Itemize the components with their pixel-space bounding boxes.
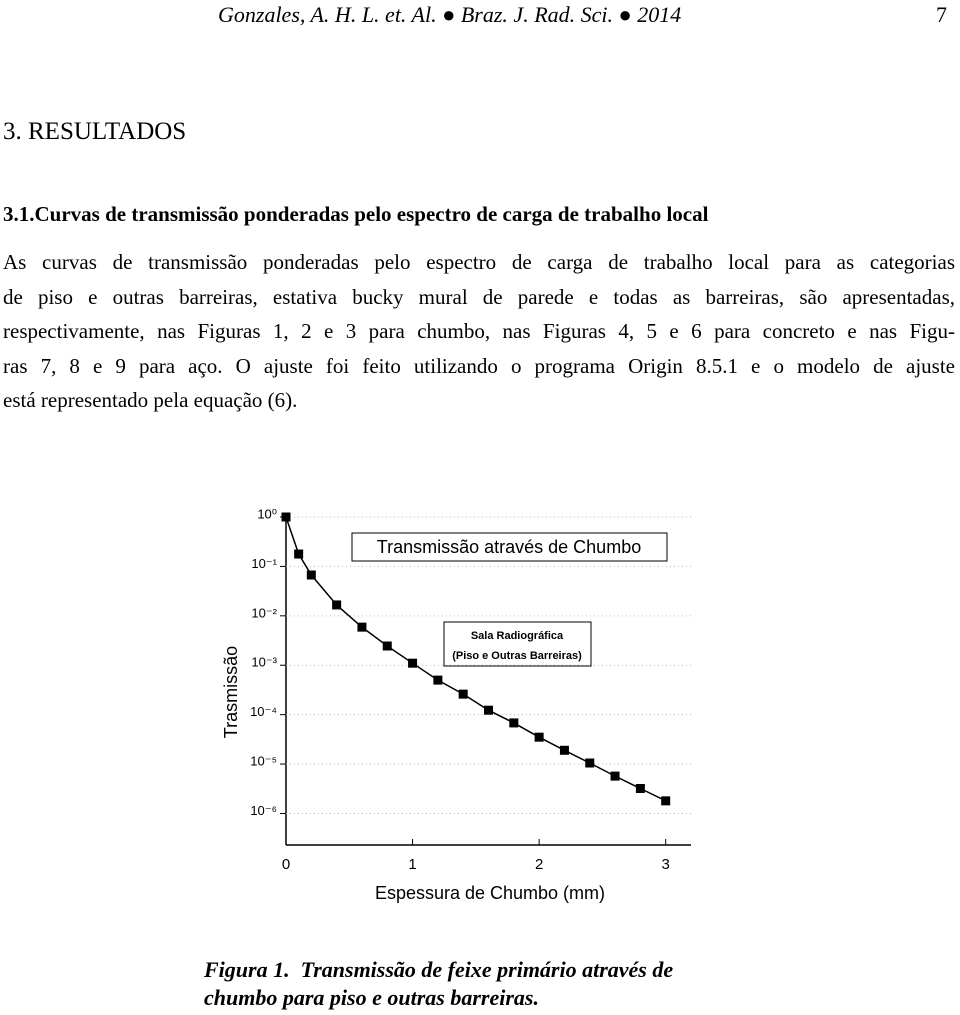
chart: 10⁰ 10⁻¹ 10⁻² 10⁻³ 10⁻⁴ 10⁻⁵ 10⁻⁶ 0 1 2 3 Espessura… xyxy=(221,506,691,903)
paragraph-line: As curvas de transmissão ponderadas pelo… xyxy=(3,250,955,274)
data-point xyxy=(357,622,367,632)
data-point xyxy=(332,600,342,610)
data-point xyxy=(306,570,316,580)
x-tick-label: 0 xyxy=(282,856,290,873)
y-tick-label: 10⁻⁶ xyxy=(250,803,277,818)
y-tick-label: 10⁻³ xyxy=(251,655,277,670)
section-heading: 3. RESULTADOS xyxy=(3,118,187,145)
data-point xyxy=(433,675,443,685)
paragraph-line: está representado pela equação (6). xyxy=(3,388,298,412)
y-tick-label: 10⁻⁵ xyxy=(250,753,277,768)
data-point xyxy=(484,705,493,715)
annotation: (Piso e Outras Barreiras) xyxy=(452,650,582,662)
paragraph-line: ras 7, 8 e 9 para aço. O ajuste foi feit… xyxy=(3,353,955,378)
data-point xyxy=(534,732,544,742)
x-tick-label: 1 xyxy=(408,856,416,873)
data-point xyxy=(509,718,519,728)
data-point xyxy=(408,658,418,668)
y-tick-label: 10⁻¹ xyxy=(251,556,277,571)
y-tick-label: 10⁻² xyxy=(251,605,277,620)
x-axis-label: Espessura de Chumbo (mm) xyxy=(375,883,605,903)
data-point xyxy=(458,689,468,699)
x-tick-label: 2 xyxy=(535,856,543,873)
caption-line: chumbo para piso e outras barreiras. xyxy=(204,985,539,1010)
annotation-box xyxy=(351,532,668,562)
paragraph-line: respectivamente, nas Figuras 1, 2 e 3 pa… xyxy=(3,319,955,343)
page-number: 7 xyxy=(936,2,947,27)
header-citation: Gonzales, A. H. L. et. Al. ● Braz. J. Ra… xyxy=(218,2,682,27)
data-point xyxy=(661,796,671,806)
subsection-heading: 3.1.Curvas de transmissão ponderadas pel… xyxy=(3,202,709,226)
y-tick-label: 10⁰ xyxy=(257,506,277,521)
caption-line: Figura 1. Transmissão de feixe primário … xyxy=(204,957,674,982)
y-axis-label: Trasmissão xyxy=(221,646,241,738)
x-tick-label: 3 xyxy=(662,856,670,873)
y-tick-label: 10⁻⁴ xyxy=(250,704,277,719)
annotation-box xyxy=(443,621,592,667)
data-point xyxy=(559,745,569,755)
data-point xyxy=(294,549,304,559)
data-point xyxy=(585,758,595,768)
data-point xyxy=(382,641,392,651)
annotation: Transmissão através de Chumbo xyxy=(377,537,641,557)
data-point xyxy=(635,784,645,794)
paragraph-line: de piso e outras barreiras, estativa buc… xyxy=(3,284,955,309)
annotation: Sala Radiográfica xyxy=(471,630,564,642)
data-point xyxy=(610,771,620,781)
data-point xyxy=(281,512,291,522)
